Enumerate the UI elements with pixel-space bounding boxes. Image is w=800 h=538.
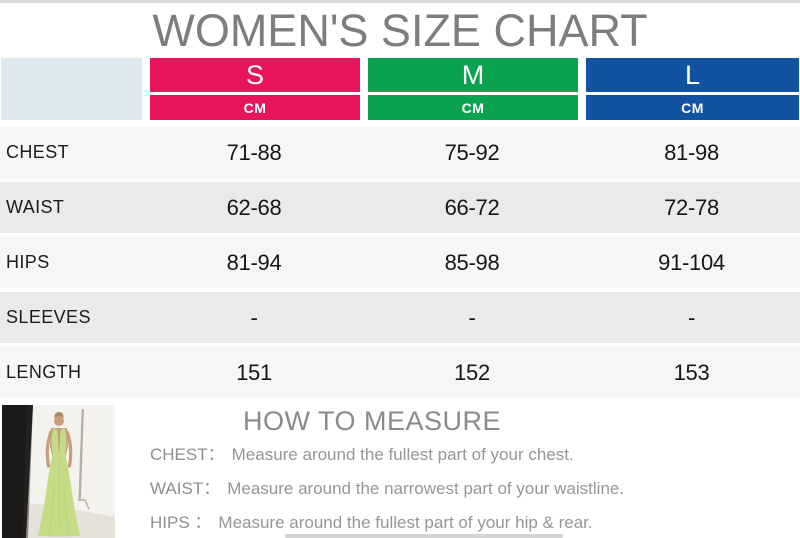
table-row-hips: HIPS 81-94 85-98 91-104 bbox=[0, 237, 800, 288]
corner-cell bbox=[1, 58, 142, 120]
unit-label-m: CM bbox=[461, 99, 485, 116]
size-chart-header: S M L CM CM CM bbox=[1, 58, 799, 120]
measure-text: Measure around the fullest part of your … bbox=[231, 445, 574, 464]
measure-text: Measure around the fullest part of your … bbox=[218, 513, 593, 532]
table-row-chest: CHEST 71-88 75-92 81-98 bbox=[0, 127, 800, 178]
cropped-text-line bbox=[285, 534, 563, 538]
unit-cell-m: CM bbox=[368, 95, 578, 120]
cell-value: 152 bbox=[454, 359, 490, 385]
measure-line-hips: HIPS ： Measure around the fullest part of… bbox=[150, 513, 624, 532]
cell-value: 81-94 bbox=[226, 249, 282, 275]
cell-value: 85-98 bbox=[444, 249, 500, 275]
cell-value: - bbox=[468, 304, 476, 330]
page-title: WOMEN'S SIZE CHART bbox=[152, 5, 648, 56]
cell-value: - bbox=[687, 304, 696, 330]
size-label-l: L bbox=[684, 59, 701, 90]
unit-cell-l: CM bbox=[586, 95, 799, 120]
measure-line-chest: CHEST： Measure around the fullest part of… bbox=[150, 445, 624, 464]
cell-value: 91-104 bbox=[658, 249, 725, 275]
size-header-m: M bbox=[368, 58, 578, 92]
row-label: HIPS bbox=[6, 252, 50, 272]
how-to-measure-section: HOW TO MEASURE CHEST： Measure around the … bbox=[0, 405, 800, 538]
row-label: CHEST bbox=[6, 142, 70, 162]
table-row-sleeves: SLEEVES - - - bbox=[0, 292, 800, 343]
cell-value: 66-72 bbox=[444, 194, 500, 220]
cell-value: 72-78 bbox=[664, 194, 719, 220]
cell-value: - bbox=[250, 304, 258, 330]
measure-lines: CHEST： Measure around the fullest part of… bbox=[150, 445, 624, 538]
size-label-s: S bbox=[245, 59, 264, 90]
cell-value: 81-98 bbox=[664, 139, 719, 165]
measure-label: HIPS ： bbox=[150, 513, 212, 532]
cell-value: 62-68 bbox=[226, 194, 282, 220]
unit-cell-s: CM bbox=[150, 95, 360, 120]
measure-label: WAIST： bbox=[150, 479, 221, 498]
how-to-measure-heading: HOW TO MEASURE bbox=[243, 406, 502, 436]
unit-label-s: CM bbox=[243, 99, 267, 116]
row-label: SLEEVES bbox=[6, 307, 91, 327]
table-row-length: LENGTH 151 152 153 bbox=[0, 347, 800, 398]
measure-label: CHEST： bbox=[150, 445, 225, 464]
size-header-l: L bbox=[586, 58, 799, 92]
cell-value: 151 bbox=[236, 359, 272, 385]
row-label: WAIST bbox=[6, 197, 65, 217]
size-header-s: S bbox=[150, 58, 360, 92]
measure-line-waist: WAIST： Measure around the narrowest part … bbox=[150, 479, 624, 498]
unit-label-l: CM bbox=[681, 99, 704, 116]
table-row-waist: WAIST 62-68 66-72 72-78 bbox=[0, 182, 800, 233]
size-label-m: M bbox=[461, 59, 485, 90]
measure-text: Measure around the narrowest part of you… bbox=[227, 479, 625, 498]
cell-value: 71-88 bbox=[226, 139, 282, 165]
cell-value: 75-92 bbox=[444, 139, 500, 165]
cell-value: 153 bbox=[673, 359, 710, 385]
measure-instructions: HOW TO MEASURE CHEST： Measure around the … bbox=[115, 405, 800, 538]
row-label: LENGTH bbox=[6, 362, 82, 382]
model-photo bbox=[2, 405, 115, 538]
size-chart-body: CHEST 71-88 75-92 81-98 WAIST 62-68 66-7… bbox=[0, 127, 800, 398]
